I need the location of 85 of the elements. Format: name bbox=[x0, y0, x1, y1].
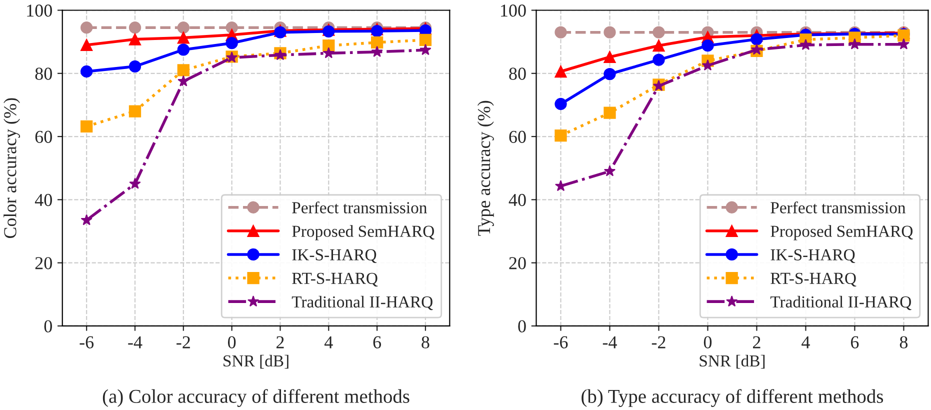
point bbox=[750, 44, 763, 55]
x-tick-label: 0 bbox=[228, 336, 236, 348]
x-tick-label: -2 bbox=[652, 336, 666, 348]
legend-label: Proposed SemHARQ bbox=[292, 225, 434, 240]
y-tick-label: 60 bbox=[509, 130, 526, 143]
x-tick-label: -4 bbox=[128, 336, 142, 348]
point bbox=[322, 40, 335, 52]
legend-label: RT-S-HARQ bbox=[292, 272, 378, 287]
x-tick-label: -6 bbox=[554, 336, 568, 348]
point bbox=[177, 32, 190, 44]
point bbox=[848, 38, 861, 50]
x-tick-label: 8 bbox=[900, 336, 908, 348]
legend-label: IK-S-HARQ bbox=[292, 249, 377, 264]
legend-label: Traditional II-HARQ bbox=[292, 296, 433, 310]
x-axis-title: SNR [dB] bbox=[700, 354, 765, 369]
point bbox=[898, 38, 910, 50]
point bbox=[604, 68, 616, 80]
point bbox=[177, 64, 190, 76]
y-tick-label: 100 bbox=[27, 4, 52, 17]
legend-label: RT-S-HARQ bbox=[770, 272, 856, 287]
point bbox=[177, 44, 190, 56]
point bbox=[370, 25, 384, 38]
y-tick-label: 20 bbox=[509, 257, 526, 270]
point bbox=[178, 75, 190, 86]
point bbox=[554, 26, 567, 38]
point bbox=[604, 26, 616, 38]
y-tick-label: 20 bbox=[35, 257, 52, 270]
text: (b) Type accuracy of different methods bbox=[582, 389, 884, 407]
point bbox=[80, 22, 93, 34]
point bbox=[554, 130, 567, 142]
point bbox=[80, 65, 93, 78]
point bbox=[750, 33, 763, 46]
point bbox=[226, 37, 238, 50]
point bbox=[128, 22, 142, 34]
x-tick-label: 6 bbox=[850, 336, 859, 348]
point bbox=[128, 60, 142, 73]
text: (a) Color accuracy of different methods bbox=[102, 389, 410, 407]
legend-label: Traditional II-HARQ bbox=[770, 296, 912, 310]
point bbox=[652, 54, 665, 66]
point bbox=[604, 165, 616, 176]
legend-label: IK-S-HARQ bbox=[770, 249, 856, 264]
legend-label: Perfect transmission bbox=[770, 201, 906, 214]
x-tick-label: 4 bbox=[324, 336, 333, 348]
legend-label: Perfect transmission bbox=[292, 201, 427, 214]
point bbox=[371, 46, 383, 57]
point bbox=[129, 178, 141, 189]
point bbox=[80, 38, 93, 52]
y-axis-title: Type accuracy (%) bbox=[477, 100, 494, 236]
x-tick-label: -6 bbox=[80, 336, 94, 348]
point bbox=[128, 105, 142, 118]
point bbox=[554, 98, 567, 110]
x-tick-label: 0 bbox=[704, 336, 712, 348]
point bbox=[800, 38, 812, 50]
y-tick-label: 100 bbox=[501, 4, 526, 17]
point bbox=[80, 214, 92, 226]
point bbox=[370, 36, 384, 49]
legend-label: Proposed SemHARQ bbox=[770, 225, 913, 240]
y-tick-label: 0 bbox=[518, 320, 526, 332]
y-tick-label: 60 bbox=[35, 130, 52, 143]
x-tick-label: -2 bbox=[176, 336, 190, 348]
point bbox=[419, 34, 432, 46]
y-tick-label: 40 bbox=[508, 194, 526, 206]
point bbox=[652, 26, 665, 38]
y-tick-label: 80 bbox=[35, 68, 52, 80]
point bbox=[554, 65, 567, 78]
point bbox=[322, 47, 334, 58]
x-tick-label: 2 bbox=[753, 336, 760, 348]
x-tick-label: 6 bbox=[373, 336, 382, 348]
y-axis-title: Color accuracy (%) bbox=[4, 98, 20, 238]
x-tick-label: 8 bbox=[422, 336, 430, 348]
y-tick-label: 0 bbox=[44, 320, 52, 332]
x-tick-label: 2 bbox=[276, 336, 284, 348]
y-tick-label: 40 bbox=[34, 194, 52, 206]
x-axis-title: SNR [dB] bbox=[224, 354, 288, 369]
y-tick-label: 80 bbox=[509, 68, 526, 80]
x-tick-label: 4 bbox=[802, 336, 810, 348]
point bbox=[128, 33, 142, 46]
point bbox=[702, 40, 714, 52]
point bbox=[604, 50, 616, 64]
point bbox=[80, 120, 93, 133]
point bbox=[177, 22, 190, 34]
point bbox=[604, 106, 616, 119]
x-tick-label: -4 bbox=[602, 336, 617, 348]
point bbox=[652, 40, 665, 52]
point bbox=[420, 44, 432, 56]
